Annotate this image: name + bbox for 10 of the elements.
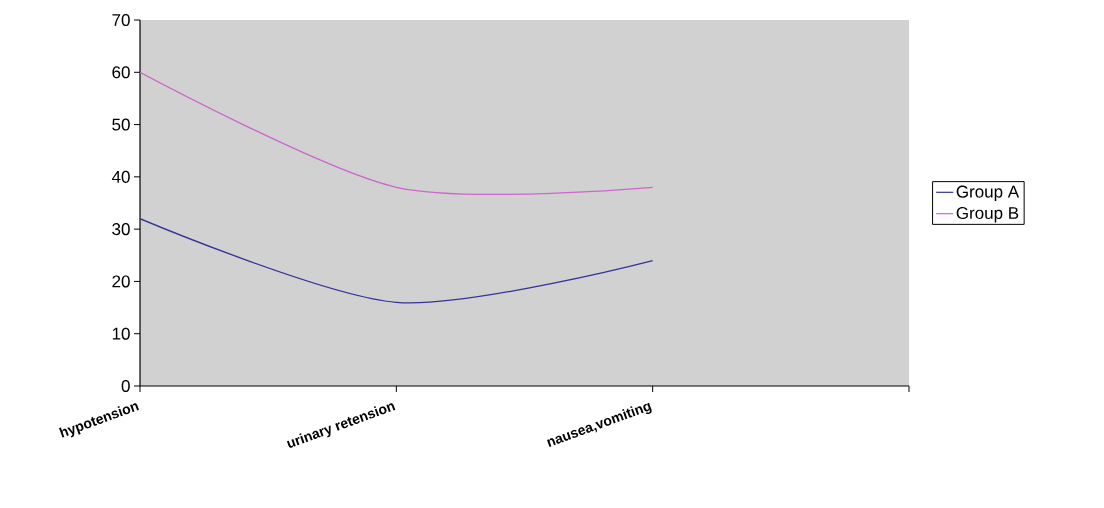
y-tick-label: 60 [112,66,130,79]
legend-label: Group B [956,206,1019,223]
y-tick-label: 70 [112,13,130,27]
y-tick-label: 0 [121,379,130,393]
y-tick-label: 10 [112,327,130,340]
y-tick-label: 50 [112,118,130,131]
y-tick-label: 20 [112,275,130,288]
y-tick-label: 40 [111,170,130,183]
legend-label: Group A [956,185,1020,202]
y-tick-label: 30 [112,223,130,236]
